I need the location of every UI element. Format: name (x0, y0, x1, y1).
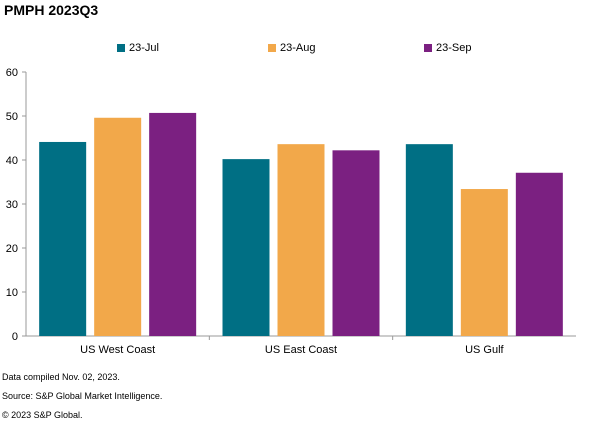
footnote-source: Source: S&P Global Market Intelligence. (2, 391, 163, 401)
bar-23-sep-us-east-coast (332, 150, 380, 336)
bar-chart: 0 10 20 30 40 50 60 US West Coast US East Coast U… (6, 67, 576, 356)
bar-23-jul-us-west-coast (39, 141, 87, 336)
legend-item-sep: 23-Sep (424, 42, 471, 54)
bar-23-jul-us-east-coast (222, 159, 270, 336)
y-tick-label: 40 (6, 155, 18, 167)
legend-label-aug: 23-Aug (280, 42, 316, 54)
y-tick-label: 10 (6, 287, 18, 299)
legend-item-aug: 23-Aug (268, 42, 315, 54)
legend-swatch-sep (424, 44, 432, 52)
y-tick-label: 0 (12, 331, 18, 343)
y-tick-label: 30 (6, 199, 18, 211)
legend-item-jul: 23-Jul (117, 42, 159, 54)
bar-23-sep-us-gulf (515, 172, 563, 336)
legend-swatch-aug (268, 44, 276, 52)
x-tick-label: US West Coast (80, 344, 155, 356)
footnote-compiled: Data compiled Nov. 02, 2023. (2, 372, 120, 382)
y-tick-label: 20 (6, 243, 18, 255)
chart-title: PMPH 2023Q3 (4, 2, 99, 18)
legend: 23-Jul 23-Aug 23-Sep (0, 42, 596, 58)
y-tick-label: 60 (6, 67, 18, 79)
y-tick-label: 50 (6, 111, 18, 123)
bar-23-jul-us-gulf (405, 144, 453, 336)
footnote-copyright: © 2023 S&P Global. (2, 410, 83, 420)
legend-swatch-jul (117, 44, 125, 52)
bar-23-sep-us-west-coast (149, 112, 197, 336)
x-tick-label: US East Coast (265, 344, 337, 356)
x-tick-label: US Gulf (465, 344, 504, 356)
legend-label-sep: 23-Sep (436, 42, 472, 54)
legend-label-jul: 23-Jul (129, 42, 159, 54)
bar-23-aug-us-west-coast (94, 117, 142, 336)
bar-23-aug-us-east-coast (277, 144, 325, 336)
bar-23-aug-us-gulf (460, 189, 508, 336)
